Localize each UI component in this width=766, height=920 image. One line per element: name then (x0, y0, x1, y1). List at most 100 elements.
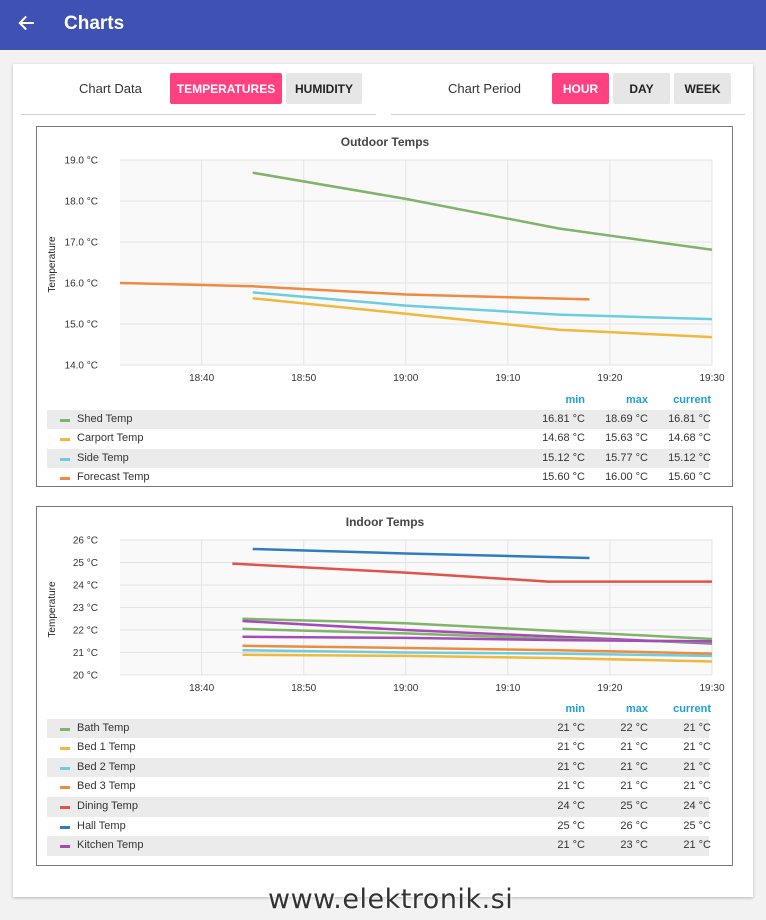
legend-header-current: current (673, 703, 711, 715)
legend-min-value: 21 °C (557, 839, 585, 852)
legend-row-dining-temp[interactable]: Dining Temp 24 °C 25 °C 24 °C (47, 796, 711, 817)
x-tick-label: 19:10 (495, 373, 520, 384)
legend-min-value: 14.68 °C (542, 432, 585, 445)
x-tick-label: 19:00 (393, 683, 418, 694)
page-title: Charts (64, 13, 125, 34)
legend-swatch (60, 825, 70, 829)
legend-current-value: 15.12 °C (668, 451, 711, 464)
legend-max-value: 21 °C (620, 780, 648, 793)
carport-temp-line (252, 296, 713, 339)
legend-series-name: Bath Temp (77, 721, 130, 734)
legend-rows: Shed Temp 16.81 °C 18.69 °C 16.81 °C Carport… (47, 409, 711, 488)
legend-row-carport-temp[interactable]: Carport Temp 14.68 °C 15.63 °C 14.68 °C (47, 429, 711, 449)
x-tick-label: 18:40 (189, 683, 214, 694)
week-button[interactable]: WEEK (674, 73, 731, 104)
legend-row-kitchen-temp[interactable]: Kitchen Temp 21 °C 23 °C 21 °C (47, 836, 711, 856)
x-tick-label: 18:50 (291, 683, 316, 694)
bed-3-temp-line (242, 644, 713, 655)
legend-current-value: 21 °C (683, 839, 711, 852)
dining-temp-line (232, 562, 712, 583)
legend-max-value: 26 °C (620, 819, 648, 832)
legend-header-max: max (625, 394, 648, 406)
bath-temp-line (242, 617, 713, 641)
legend-header-min: min (565, 394, 585, 406)
x-tick-label: 19:30 (699, 373, 724, 384)
legend-header-max: max (625, 703, 648, 715)
legend-min-value: 21 °C (557, 780, 585, 793)
bed-2-temp-line (242, 648, 713, 658)
x-tick-label: 19:20 (597, 683, 622, 694)
legend-current-value: 25 °C (683, 819, 711, 832)
y-tick-label: 17.0 °C (65, 238, 98, 249)
x-tick-label: 19:30 (699, 683, 724, 694)
legend-series-name: Hall Temp (77, 819, 126, 832)
legend-series-name: Forecast Temp (77, 471, 150, 484)
legend-swatch (60, 747, 70, 751)
y-tick-label: 19.0 °C (65, 156, 98, 167)
legend-row-shed-temp[interactable]: Shed Temp 16.81 °C 18.69 °C 16.81 °C (47, 409, 711, 430)
outdoor-temps-legend: min max current Shed Temp 16.81 °C 18.69 °C 16… (47, 390, 711, 488)
outdoor-temps-plot-area (120, 160, 712, 365)
x-tick-label: 19:00 (393, 373, 418, 384)
y-tick-label: 25 °C (73, 558, 98, 569)
legend-max-value: 15.63 °C (605, 432, 648, 445)
legend-max-value: 22 °C (620, 721, 648, 734)
legend-max-value: 16.00 °C (605, 471, 648, 484)
legend-series-name: Bed 3 Temp (77, 780, 136, 793)
x-tick-label: 19:10 (495, 683, 520, 694)
legend-max-value: 21 °C (620, 741, 648, 754)
legend-min-value: 25 °C (557, 819, 585, 832)
legend-current-value: 21 °C (683, 780, 711, 793)
legend-swatch (60, 418, 70, 422)
bed-1-temp-line (242, 653, 713, 663)
legend-row-bath-temp[interactable]: Bath Temp 21 °C 22 °C 21 °C (47, 718, 711, 739)
legend-header: min max current (47, 699, 711, 719)
back-button[interactable] (15, 12, 37, 34)
legend-row-bed-2-temp[interactable]: Bed 2 Temp 21 °C 21 °C 21 °C (47, 757, 711, 778)
legend-row-side-temp[interactable]: Side Temp 15.12 °C 15.77 °C 15.12 °C (47, 448, 711, 469)
legend-min-value: 16.81 °C (542, 412, 585, 425)
legend-row-hall-temp[interactable]: Hall Temp 25 °C 26 °C 25 °C (47, 817, 711, 837)
legend-current-value: 16.81 °C (668, 412, 711, 425)
x-tick-label: 18:50 (291, 373, 316, 384)
outdoor-temps-plot: Outdoor Temps 14.0 °C 15.0 °C 16.0 °C 17.0 °… (47, 135, 725, 384)
legend-row-bed-3-temp[interactable]: Bed 3 Temp 21 °C 21 °C 21 °C (47, 777, 711, 797)
legend-series-name: Bed 2 Temp (77, 760, 136, 773)
legend-max-value: 18.69 °C (605, 412, 648, 425)
legend-series-name: Dining Temp (77, 799, 138, 812)
temperatures-button[interactable]: TEMPERATURES (170, 73, 282, 104)
y-tick-label: 21 °C (73, 648, 98, 659)
outdoor-temps-title: Outdoor Temps (341, 135, 430, 149)
legend-current-value: 21 °C (683, 760, 711, 773)
indoor-temps-y-axis-label: Temperature (47, 581, 58, 638)
outdoor-temps-y-axis-label: Temperature (47, 236, 58, 293)
hour-button[interactable]: HOUR (552, 73, 609, 104)
legend-current-value: 24 °C (683, 799, 711, 812)
y-tick-label: 22 °C (73, 626, 98, 637)
watermark-text: www.elektronik.si (268, 884, 514, 915)
x-tick-label: 18:40 (189, 373, 214, 384)
legend-swatch (60, 477, 70, 481)
y-tick-label: 26 °C (73, 536, 98, 547)
y-tick-label: 18.0 °C (65, 197, 98, 208)
legend-min-value: 15.60 °C (542, 471, 585, 484)
legend-series-name: Kitchen Temp (77, 839, 144, 852)
legend-max-value: 23 °C (620, 839, 648, 852)
legend-series-name: Bed 1 Temp (77, 741, 136, 754)
legend-header: min max current (47, 390, 711, 410)
day-button[interactable]: DAY (613, 73, 670, 104)
y-tick-label: 15.0 °C (65, 320, 98, 331)
legend-row-forecast-temp[interactable]: Forecast Temp 15.60 °C 16.00 °C 15.60 °C (47, 468, 711, 488)
y-tick-label: 14.0 °C (65, 361, 98, 372)
humidity-button[interactable]: HUMIDITY (286, 73, 362, 104)
legend-swatch (60, 845, 70, 849)
shed-temp-line (252, 171, 713, 252)
legend-current-value: 21 °C (683, 721, 711, 734)
legend-row-bed-1-temp[interactable]: Bed 1 Temp 21 °C 21 °C 21 °C (47, 738, 711, 758)
indoor-temps-chart: Indoor Temps 20 °C 21 °C 22 °C 23 °C 24 °C 25 … (36, 506, 733, 866)
legend-swatch (60, 438, 70, 442)
legend-current-value: 14.68 °C (668, 432, 711, 445)
legend-swatch (60, 786, 70, 790)
outdoor-temps-chart: Outdoor Temps 14.0 °C 15.0 °C 16.0 °C 17.0 °… (36, 126, 733, 487)
forecast-temp-line (119, 281, 590, 301)
